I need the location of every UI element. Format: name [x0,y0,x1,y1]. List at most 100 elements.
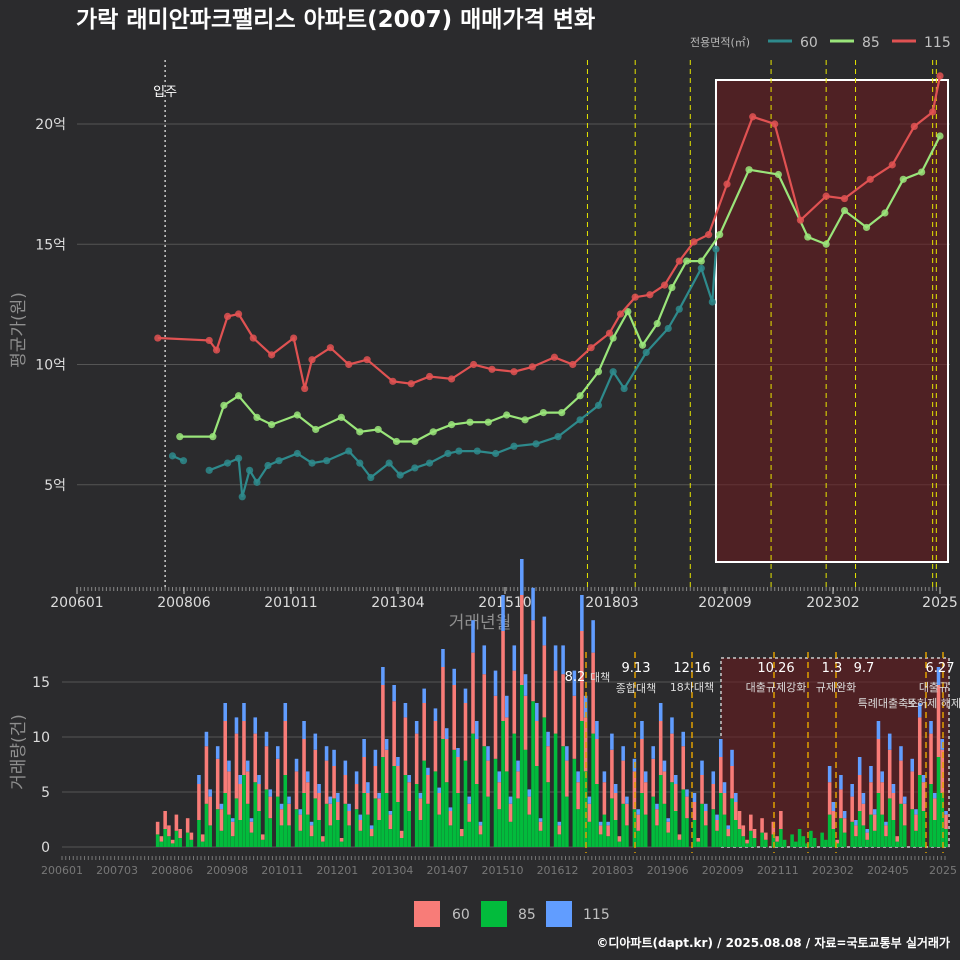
volume-bar-115 [613,784,618,793]
volume-bar-115 [681,731,686,747]
volume-bar-85 [189,839,194,847]
series-point-60 [708,298,716,306]
volume-bar-60 [587,803,592,822]
series-point-85 [624,307,632,316]
volume-bar-115 [850,784,854,797]
x-tick-label: 200806 [157,595,211,611]
volume-bar-60 [467,803,472,822]
policy-label: 규제완화 [816,681,856,694]
y-tick-label: 20억 [35,117,66,133]
volume-bar-115 [414,721,419,734]
volume-bar-85 [523,749,528,847]
volume-bar-85 [505,771,509,847]
volume-bar-60 [673,784,678,811]
volume-bar-85 [617,841,622,847]
volume-bar-115 [444,728,449,739]
series-point-115 [888,161,896,169]
volume-bar-85 [197,820,201,847]
volume-bar-60 [268,796,273,819]
series-point-115 [616,310,625,318]
volume-bar-115 [313,733,318,750]
series-point-85 [234,392,243,400]
volume-bar-115 [204,731,209,747]
volume-x-tick-label: 200703 [96,864,138,877]
volume-bar-85 [887,798,892,847]
volume-bar-60 [493,695,498,759]
legend-label-115: 115 [924,35,951,51]
volume-bar-60 [944,814,948,829]
volume-bar-85 [279,825,284,847]
volume-bar-115 [531,587,535,621]
volume-bar-85 [163,829,167,847]
volume-bar-85 [381,757,385,847]
volume-bar-60 [632,771,637,810]
series-point-115 [234,310,243,318]
series-point-115 [154,334,162,342]
series-point-115 [268,351,276,359]
volume-bar-85 [583,771,588,847]
volume-bar-85 [535,766,539,847]
volume-bar-60 [895,836,899,842]
volume-bar-85 [520,685,524,847]
volume-bar-60 [474,739,479,784]
volume-bar-85 [553,733,558,847]
y-tick-label: 10억 [35,358,66,374]
volume-bar-60 [625,803,629,826]
volume-bar-60 [501,631,505,721]
series-point-60 [492,449,500,458]
series-point-85 [539,409,547,417]
series-point-115 [290,334,298,342]
volume-bar-85 [929,784,933,847]
volume-bar-60 [681,746,686,790]
series-point-60 [510,442,518,450]
volume-bar-85 [167,836,171,847]
volume-bar-85 [377,820,381,847]
volume-bar-60 [741,825,746,837]
volume-bar-115 [257,775,261,784]
price-axis: 200601 200806 201011 201304 201510 201803 2020… [50,587,958,611]
volume-x-tick-label: 200601 [41,864,83,877]
volume-bar-60 [752,829,757,838]
volume-bar-60 [636,814,640,831]
series-point-85 [268,421,276,429]
volume-bar-85 [388,829,393,847]
volume-bar-60 [313,749,318,799]
volume-bar-85 [478,834,483,847]
series-point-60 [664,324,672,333]
volume-bar-85 [396,802,400,847]
volume-bar-115 [407,775,411,783]
volume-bar-115 [914,809,918,815]
volume-bar-60 [219,809,224,831]
volume-bar-85 [283,775,288,847]
series-point-85 [337,413,346,422]
volume-bar-85 [587,821,592,847]
move-in-label: 입주 [153,85,177,100]
volume-bar-115 [377,793,381,799]
series-point-60 [234,454,243,462]
volume-bar-60 [369,829,374,837]
volume-bar-60 [538,821,543,831]
volume-bar-60 [505,717,509,772]
volume-bar-85 [174,830,179,847]
legend-label-60: 60 [800,35,818,51]
volume-bar-115 [358,814,363,820]
volume-bar-60 [159,836,164,842]
volume-bar-60 [899,760,903,804]
volume-bar-85 [842,832,847,847]
volume-bar-85 [865,839,869,847]
volume-bar-60 [711,784,716,810]
volume-x-tick-label: 201201 [316,864,358,877]
volume-bar-60 [392,701,396,766]
volume-bar-60 [242,721,246,775]
volume-bar-115 [501,595,505,631]
volume-bar-115 [655,803,659,810]
volume-bar-115 [283,703,288,721]
series-point-115 [840,194,849,203]
volume-bar-60 [760,818,764,833]
policy-label: 대책 [590,671,610,684]
volume-bar-115 [388,811,393,815]
volume-bar-115 [324,746,329,761]
volume-bar-85 [257,811,261,847]
volume-bar-60 [737,811,742,829]
volume-bar-60 [396,766,400,802]
